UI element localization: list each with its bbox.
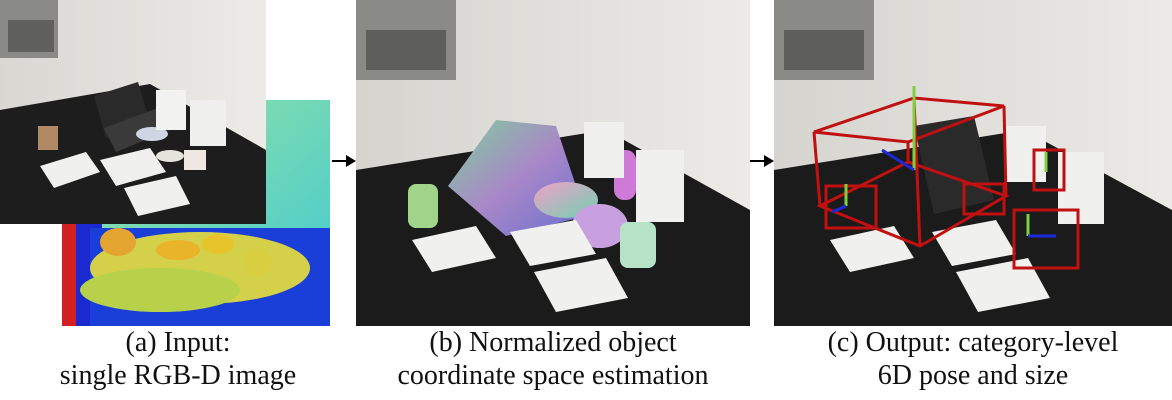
pose-axes [831,86,1056,238]
caption-panel-c: (c) Output: category-level 6D pose and s… [774,326,1172,392]
caption-panel-c-line1: (c) Output: category-level [827,327,1119,358]
panel-a-input [0,0,330,326]
panel-c-output [774,0,1172,326]
panel-b-illustration [356,0,750,326]
caption-panel-a-line2: single RGB-D image [59,360,297,391]
rgb-image [0,0,266,224]
panel-c-illustration [774,0,1172,326]
arrow-right-icon [750,155,774,167]
caption-panel-b: (b) Normalized object coordinate space e… [356,326,750,392]
caption-panel-b-line1: (b) Normalized object [429,327,677,358]
arrow-right-icon [332,155,356,167]
caption-panel-c-line2: 6D pose and size [877,360,1069,391]
caption-panel-a: (a) Input: single RGB-D image [0,326,356,392]
caption-panel-a-line1: (a) Input: [125,327,231,358]
caption-panel-b-line2: coordinate space estimation [397,360,709,391]
panel-a-illustration [0,0,330,326]
panel-b-nocs [356,0,750,326]
